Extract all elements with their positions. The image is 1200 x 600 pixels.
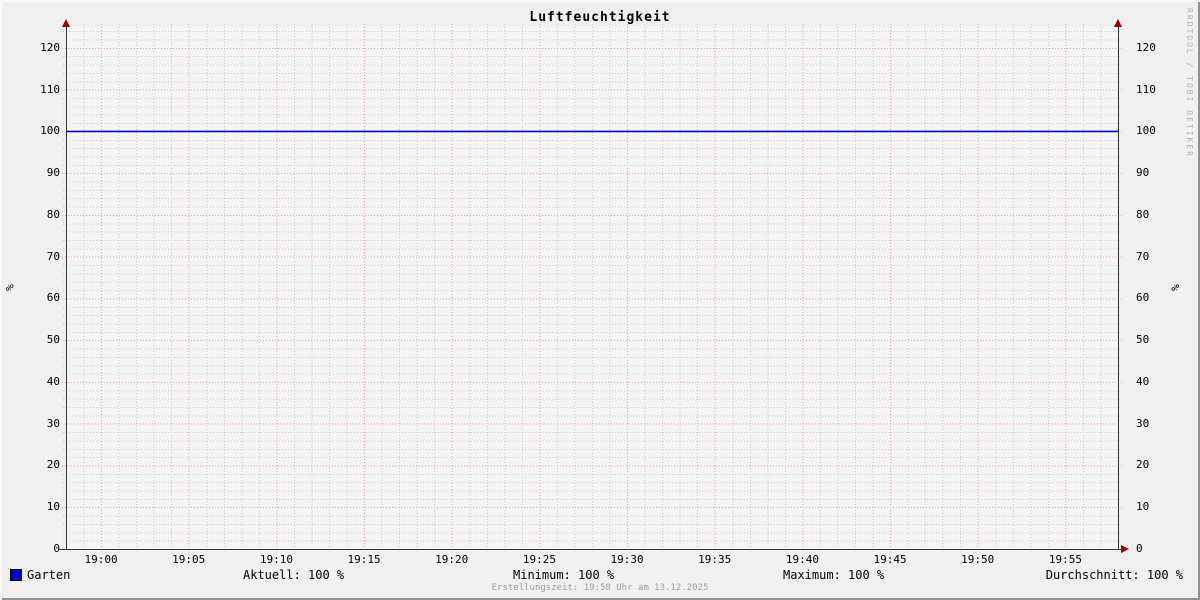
y-axis-right-arrow: [1114, 19, 1122, 27]
rrdtool-watermark: RRDTOOL / TOBI OETIKER: [1185, 8, 1194, 158]
y-tick-label-right: 80: [1136, 207, 1150, 221]
x-tick-label: 19:55: [1048, 553, 1082, 566]
y-tick-label-left: 0: [53, 542, 60, 555]
y-tick-label-right: 40: [1136, 374, 1150, 388]
stat-maximum: Maximum: 100 %: [783, 568, 885, 582]
x-tick-label: 19:35: [698, 553, 732, 566]
x-tick-label: 19:25: [522, 553, 556, 566]
x-tick-label: 19:45: [873, 553, 907, 566]
x-tick-label: 19:30: [610, 553, 644, 566]
y-tick-label-left: 10: [46, 500, 60, 514]
x-tick-label: 19:20: [435, 553, 469, 566]
legend-color-square: [10, 569, 22, 581]
x-tick-label: 19:40: [785, 553, 819, 566]
y-tick-label-left: 70: [46, 249, 60, 263]
creation-time-footer: Erstellungszeit: 19:58 Uhr am 13.12.2025: [491, 583, 709, 593]
stat-aktuell: Aktuell: 100 %: [243, 568, 345, 582]
chart-title: Luftfeuchtigkeit: [529, 10, 671, 25]
legend-series-label: Garten: [27, 568, 71, 582]
y-tick-label-right: 0: [1136, 542, 1143, 555]
y-tick-label-left: 30: [46, 416, 60, 430]
x-tick-label: 19:00: [84, 553, 118, 566]
stat-minimum: Minimum: 100 %: [513, 568, 615, 582]
stat-durchschnitt: Durchschnitt: 100 %: [1045, 568, 1183, 582]
y-tick-label-right: 110: [1136, 82, 1156, 96]
y-tick-label-right: 90: [1136, 166, 1150, 180]
y-tick-label-right: 60: [1136, 291, 1150, 305]
y-tick-label-left: 40: [46, 374, 60, 388]
y-tick-label-right: 10: [1136, 500, 1150, 514]
y-tick-label-left: 60: [46, 291, 60, 305]
y-tick-label-left: 90: [46, 166, 60, 180]
y-axis-left-arrow: [62, 19, 70, 27]
y-tick-label-right: 70: [1136, 249, 1150, 263]
y-tick-label-right: 20: [1136, 458, 1150, 472]
y-tick-label-left: 110: [40, 82, 60, 96]
y-tick-label-left: 120: [40, 40, 60, 54]
y-tick-label-right: 30: [1136, 416, 1150, 430]
y-tick-label-left: 100: [40, 124, 60, 138]
y-tick-label-right: 100: [1136, 124, 1156, 138]
x-tick-label: 19:05: [172, 553, 206, 566]
y-tick-label-left: 80: [46, 207, 60, 221]
y-tick-label-right: 50: [1136, 333, 1150, 347]
y-tick-label-left: 20: [46, 458, 60, 472]
x-tick-label: 19:50: [961, 553, 995, 566]
y-tick-label-left: 50: [46, 333, 60, 347]
y-tick-label-right: 120: [1136, 40, 1156, 54]
x-axis-arrow: [1121, 545, 1129, 553]
x-tick-label: 19:15: [347, 553, 381, 566]
x-tick-label: 19:10: [259, 553, 293, 566]
